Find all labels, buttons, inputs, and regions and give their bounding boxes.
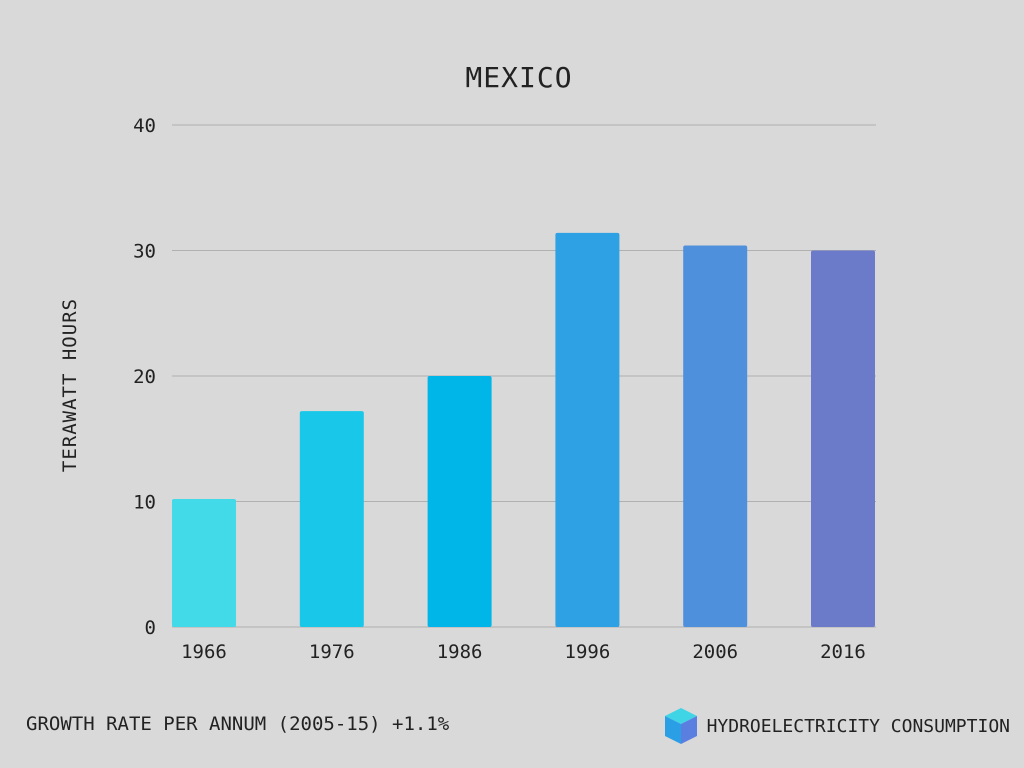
x-tick-labels: 1966 1976 1986 1996 2006 2016 — [181, 641, 866, 663]
bar-1966 — [172, 498, 236, 627]
y-tick-label: 30 — [133, 241, 156, 263]
x-tick-label: 1976 — [309, 641, 355, 663]
y-tick-label: 10 — [133, 492, 156, 514]
y-axis-label: TERAWATT HOURS — [59, 298, 81, 472]
brand-label: HYDROELECTRICITY CONSUMPTION — [706, 715, 1010, 737]
bar-2016 — [811, 250, 875, 627]
growth-rate-label: GROWTH RATE PER ANNUM (2005-15) +1.1% — [26, 713, 450, 735]
legend-brand: HYDROELECTRICITY CONSUMPTION — [663, 706, 1010, 746]
x-tick-label: 2016 — [820, 641, 866, 663]
y-tick-label: 20 — [133, 366, 156, 388]
y-tick-labels: 0 10 20 30 40 — [133, 115, 156, 639]
bar-2006 — [683, 245, 748, 628]
chart-title: MEXICO — [465, 61, 572, 94]
bars — [172, 232, 875, 628]
x-tick-label: 1966 — [181, 641, 227, 663]
bar-1986 — [427, 376, 492, 627]
x-tick-label: 2006 — [692, 641, 738, 663]
x-tick-label: 1986 — [437, 641, 483, 663]
bar-1976 — [299, 411, 364, 627]
x-tick-label: 1996 — [565, 641, 611, 663]
bar-1996 — [555, 232, 620, 627]
cube-icon — [663, 706, 699, 746]
y-tick-label: 40 — [133, 115, 156, 137]
y-tick-label: 0 — [145, 617, 156, 639]
gridlines — [172, 124, 876, 628]
